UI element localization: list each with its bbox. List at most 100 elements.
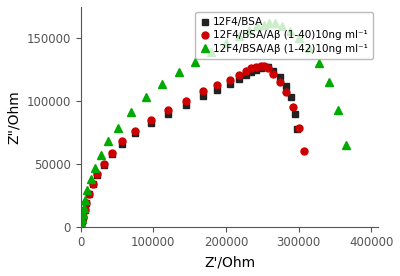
12F4/BSA/Aβ (1-42)10ng ml⁻¹ [144, 96, 148, 99]
12F4/BSA/Aβ (1-40)10ng ml⁻¹ [79, 223, 84, 226]
12F4/BSA/Aβ (1-42)10ng ml⁻¹ [316, 62, 321, 65]
12F4/BSA/Aβ (1-40)10ng ml⁻¹ [184, 100, 188, 103]
12F4/BSA/Aβ (1-40)10ng ml⁻¹ [90, 182, 95, 186]
12F4/BSA/Aβ (1-42)10ng ml⁻¹ [296, 37, 301, 40]
12F4/BSA/Aβ (1-42)10ng ml⁻¹ [88, 177, 93, 181]
12F4/BSA/Aβ (1-40)10ng ml⁻¹ [296, 126, 301, 129]
12F4/BSA/Aβ (1-42)10ng ml⁻¹ [307, 47, 312, 50]
12F4/BSA/Aβ (1-42)10ng ml⁻¹ [236, 34, 241, 38]
12F4/BSA/Aβ (1-40)10ng ml⁻¹ [84, 201, 89, 205]
12F4/BSA [227, 82, 232, 85]
12F4/BSA/Aβ (1-40)10ng ml⁻¹ [102, 162, 106, 166]
12F4/BSA [266, 66, 270, 69]
12F4/BSA [79, 223, 84, 226]
12F4/BSA [289, 96, 294, 99]
12F4/BSA [80, 219, 84, 223]
12F4/BSA/Aβ (1-42)10ng ml⁻¹ [336, 108, 341, 112]
12F4/BSA/Aβ (1-42)10ng ml⁻¹ [78, 224, 83, 227]
12F4/BSA/Aβ (1-40)10ng ml⁻¹ [266, 67, 270, 70]
12F4/BSA/Aβ (1-42)10ng ml⁻¹ [273, 22, 278, 25]
12F4/BSA/Aβ (1-40)10ng ml⁻¹ [87, 192, 92, 196]
12F4/BSA [200, 94, 205, 98]
12F4/BSA [133, 131, 138, 134]
12F4/BSA [84, 201, 89, 205]
12F4/BSA [82, 209, 87, 212]
12F4/BSA/Aβ (1-42)10ng ml⁻¹ [93, 166, 98, 169]
12F4/BSA/Aβ (1-40)10ng ml⁻¹ [133, 130, 138, 133]
12F4/BSA [81, 215, 86, 218]
12F4/BSA [87, 192, 92, 196]
12F4/BSA/Aβ (1-40)10ng ml⁻¹ [278, 81, 283, 84]
12F4/BSA/Aβ (1-40)10ng ml⁻¹ [227, 78, 232, 81]
12F4/BSA/Aβ (1-42)10ng ml⁻¹ [255, 24, 260, 27]
12F4/BSA/Aβ (1-40)10ng ml⁻¹ [81, 215, 86, 218]
12F4/BSA [102, 164, 106, 167]
12F4/BSA/Aβ (1-40)10ng ml⁻¹ [284, 91, 288, 94]
12F4/BSA/Aβ (1-42)10ng ml⁻¹ [327, 81, 332, 84]
12F4/BSA/Aβ (1-42)10ng ml⁻¹ [209, 51, 214, 54]
12F4/BSA [271, 69, 276, 73]
Line: 12F4/BSA/Aβ (1-40)10ng ml⁻¹: 12F4/BSA/Aβ (1-40)10ng ml⁻¹ [78, 62, 308, 228]
12F4/BSA [249, 71, 254, 74]
Line: 12F4/BSA: 12F4/BSA [78, 64, 300, 228]
12F4/BSA [278, 76, 283, 79]
Legend: 12F4/BSA, 12F4/BSA/Aβ (1-40)10ng ml⁻¹, 12F4/BSA/Aβ (1-42)10ng ml⁻¹: 12F4/BSA, 12F4/BSA/Aβ (1-40)10ng ml⁻¹, 1… [196, 12, 373, 59]
12F4/BSA/Aβ (1-40)10ng ml⁻¹ [82, 209, 87, 212]
12F4/BSA/Aβ (1-40)10ng ml⁻¹ [110, 151, 114, 154]
X-axis label: Z'/Ohm: Z'/Ohm [204, 255, 255, 269]
12F4/BSA/Aβ (1-42)10ng ml⁻¹ [79, 221, 84, 225]
12F4/BSA/Aβ (1-40)10ng ml⁻¹ [95, 172, 100, 176]
12F4/BSA [284, 84, 288, 88]
12F4/BSA/Aβ (1-40)10ng ml⁻¹ [302, 150, 307, 153]
12F4/BSA/Aβ (1-42)10ng ml⁻¹ [160, 82, 164, 85]
12F4/BSA/Aβ (1-40)10ng ml⁻¹ [80, 219, 84, 223]
12F4/BSA/Aβ (1-42)10ng ml⁻¹ [176, 71, 181, 74]
12F4/BSA [236, 77, 241, 80]
12F4/BSA/Aβ (1-42)10ng ml⁻¹ [80, 213, 85, 216]
12F4/BSA/Aβ (1-40)10ng ml⁻¹ [200, 89, 205, 93]
12F4/BSA/Aβ (1-42)10ng ml⁻¹ [193, 60, 198, 64]
12F4/BSA/Aβ (1-40)10ng ml⁻¹ [215, 83, 220, 86]
12F4/BSA [90, 182, 95, 186]
12F4/BSA/Aβ (1-42)10ng ml⁻¹ [224, 42, 228, 45]
12F4/BSA [264, 66, 268, 69]
12F4/BSA/Aβ (1-42)10ng ml⁻¹ [98, 153, 103, 157]
12F4/BSA [244, 73, 249, 76]
12F4/BSA/Aβ (1-40)10ng ml⁻¹ [236, 73, 241, 76]
12F4/BSA/Aβ (1-42)10ng ml⁻¹ [280, 24, 284, 27]
12F4/BSA/Aβ (1-40)10ng ml⁻¹ [262, 64, 267, 68]
12F4/BSA/Aβ (1-40)10ng ml⁻¹ [271, 72, 276, 75]
12F4/BSA/Aβ (1-42)10ng ml⁻¹ [85, 189, 90, 192]
12F4/BSA [165, 112, 170, 115]
Y-axis label: Z"/Ohm: Z"/Ohm [7, 90, 21, 144]
12F4/BSA [120, 142, 124, 145]
12F4/BSA [258, 67, 263, 70]
12F4/BSA/Aβ (1-40)10ng ml⁻¹ [120, 140, 124, 143]
12F4/BSA [110, 152, 114, 156]
12F4/BSA [215, 88, 220, 92]
12F4/BSA [254, 68, 259, 71]
12F4/BSA [149, 121, 154, 124]
12F4/BSA [95, 174, 100, 177]
12F4/BSA/Aβ (1-40)10ng ml⁻¹ [244, 69, 249, 73]
12F4/BSA/Aβ (1-42)10ng ml⁻¹ [80, 217, 84, 221]
12F4/BSA/Aβ (1-40)10ng ml⁻¹ [149, 118, 154, 122]
12F4/BSA/Aβ (1-40)10ng ml⁻¹ [165, 108, 170, 112]
12F4/BSA/Aβ (1-42)10ng ml⁻¹ [83, 199, 88, 202]
12F4/BSA/Aβ (1-40)10ng ml⁻¹ [249, 67, 254, 70]
12F4/BSA/Aβ (1-40)10ng ml⁻¹ [290, 106, 295, 109]
12F4/BSA/Aβ (1-42)10ng ml⁻¹ [343, 144, 348, 147]
12F4/BSA/Aβ (1-42)10ng ml⁻¹ [82, 206, 86, 209]
12F4/BSA [295, 127, 300, 131]
12F4/BSA/Aβ (1-42)10ng ml⁻¹ [116, 126, 121, 129]
12F4/BSA/Aβ (1-42)10ng ml⁻¹ [288, 29, 292, 33]
Line: 12F4/BSA/Aβ (1-42)10ng ml⁻¹: 12F4/BSA/Aβ (1-42)10ng ml⁻¹ [77, 19, 350, 230]
12F4/BSA [261, 66, 266, 69]
12F4/BSA/Aβ (1-42)10ng ml⁻¹ [261, 23, 266, 26]
12F4/BSA/Aβ (1-42)10ng ml⁻¹ [129, 111, 134, 114]
12F4/BSA/Aβ (1-40)10ng ml⁻¹ [254, 66, 259, 69]
12F4/BSA/Aβ (1-42)10ng ml⁻¹ [106, 140, 111, 143]
12F4/BSA [184, 103, 188, 107]
12F4/BSA/Aβ (1-42)10ng ml⁻¹ [247, 28, 252, 31]
12F4/BSA/Aβ (1-40)10ng ml⁻¹ [258, 64, 263, 68]
